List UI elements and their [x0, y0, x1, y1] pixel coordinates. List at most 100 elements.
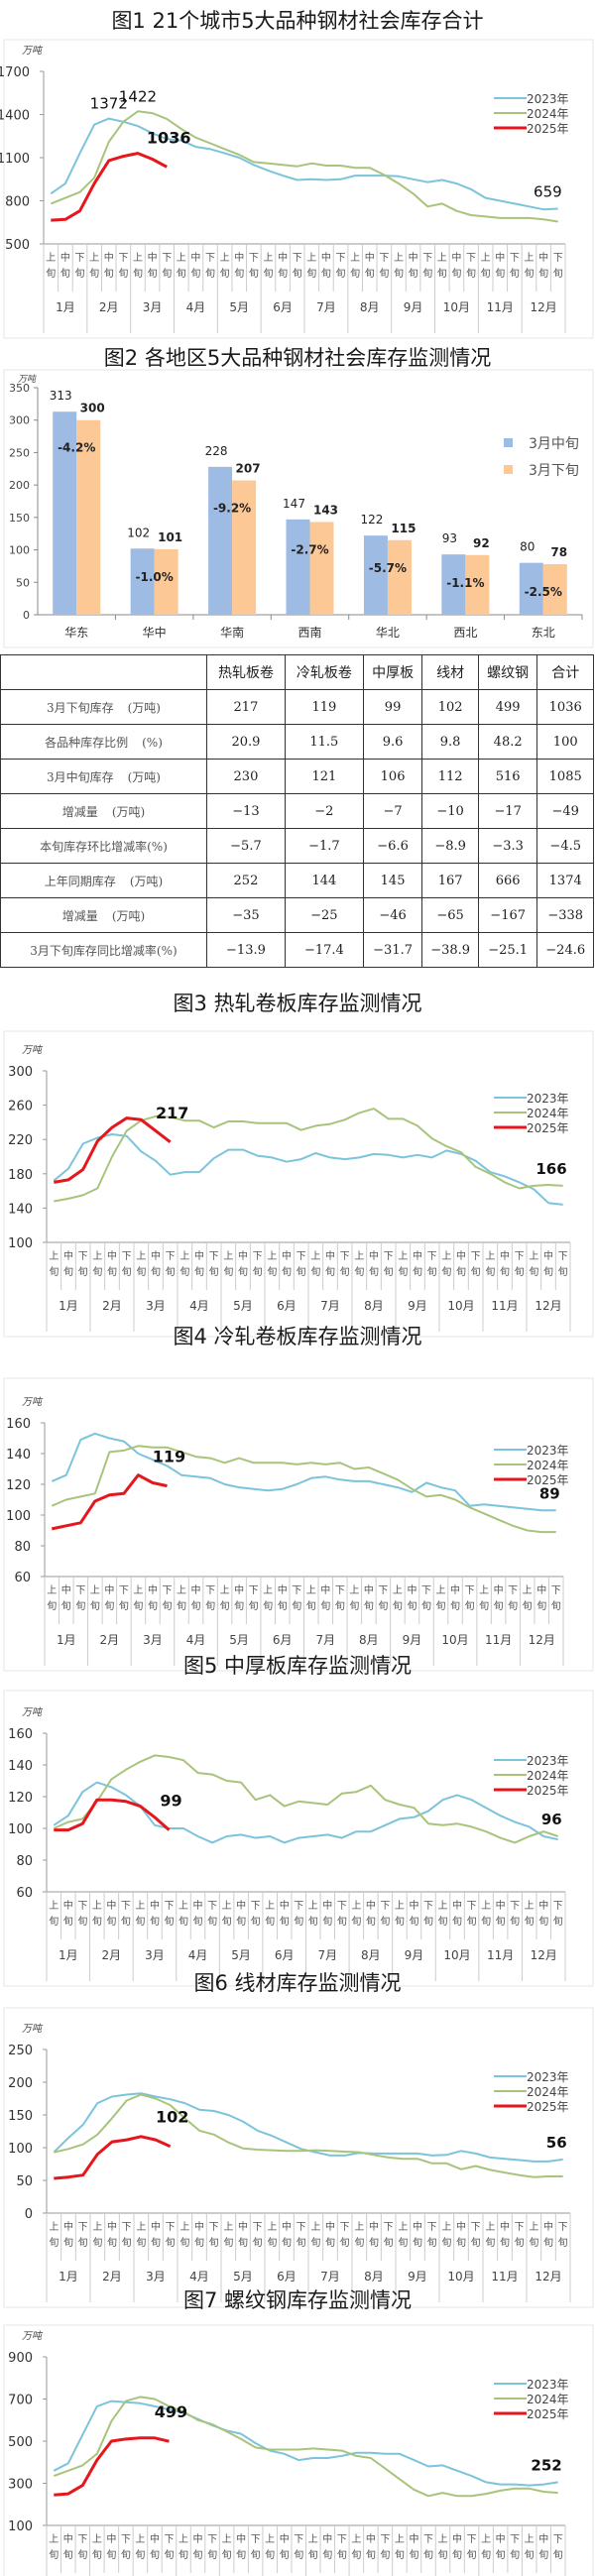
table-cell: 167 — [421, 863, 479, 898]
x-subperiod-label-top: 中 — [409, 1899, 418, 1912]
table-cell: 100 — [536, 724, 594, 760]
x-subperiod-label-bottom: 旬 — [191, 1599, 201, 1612]
x-subperiod-label-top: 中 — [409, 2532, 418, 2545]
row-unit: (万吨) — [127, 769, 161, 784]
table-row: 增减量 (万吨) −35 −25 −46 −65 −167 −338 — [0, 897, 594, 933]
x-subperiod-label-bottom: 旬 — [523, 1599, 533, 1612]
x-subperiod-label-top: 下 — [249, 1585, 259, 1596]
x-subperiod-label-top: 下 — [340, 1251, 350, 1262]
table-cell: −49 — [536, 793, 594, 829]
x-month-label: 2月 — [100, 1633, 120, 1647]
row-label-text: 增减量 — [61, 804, 98, 819]
y-tick-label: 60 — [14, 1571, 31, 1585]
x-subperiod-label-bottom: 旬 — [92, 2548, 102, 2561]
x-subperiod-label-bottom: 旬 — [122, 1265, 132, 1278]
table-cell: 1085 — [536, 759, 594, 794]
x-subperiod-label-top: 中 — [496, 2532, 506, 2545]
x-subperiod-label-bottom: 旬 — [456, 2236, 466, 2249]
change-rate-label: -2.5% — [525, 585, 562, 599]
y-tick-label: 1400 — [0, 109, 30, 124]
x-subperiod-label-bottom: 旬 — [536, 1599, 546, 1612]
x-month-label: 4月 — [189, 1299, 209, 1313]
row-unit: (万吨) — [111, 804, 146, 819]
x-subperiod-label-top: 中 — [104, 1583, 114, 1596]
x-subperiod-label-top: 中 — [543, 1249, 553, 1262]
x-subperiod-label-bottom: 旬 — [423, 2548, 433, 2561]
x-subperiod-label-bottom: 旬 — [393, 1599, 403, 1612]
table-cell: −10 — [421, 793, 479, 829]
x-month-label: 6月 — [277, 1299, 297, 1313]
x-subperiod-label-bottom: 旬 — [162, 1599, 172, 1612]
data-label: 252 — [531, 2456, 561, 2474]
chart-frame — [3, 1377, 594, 1672]
x-subperiod-label-top: 下 — [207, 2534, 217, 2545]
y-axis-unit-label: 万吨 — [22, 1396, 44, 1408]
x-subperiod-label-top: 下 — [422, 253, 432, 264]
x-subperiod-label-top: 中 — [194, 2220, 204, 2233]
chart-rebar: 万吨100300500700900上旬中旬下旬上旬中旬下旬上旬中旬下旬上旬中旬下… — [3, 2324, 594, 2576]
y-tick-label: 50 — [16, 2174, 33, 2189]
x-subperiod-label-bottom: 旬 — [234, 1599, 244, 1612]
y-tick-label: 60 — [16, 1886, 33, 1901]
x-subperiod-label-bottom: 旬 — [78, 2236, 88, 2249]
x-subperiod-label-top: 下 — [510, 1901, 520, 1912]
x-month-label: 1月 — [59, 2270, 78, 2283]
x-subperiod-label-bottom: 旬 — [407, 1599, 416, 1612]
row-label-text: 增减量 — [61, 908, 98, 923]
table-cell: −13.9 — [206, 932, 286, 968]
x-subperiod-label-top: 下 — [162, 253, 172, 264]
x-subperiod-label-bottom: 旬 — [207, 2548, 217, 2561]
x-subperiod-label-bottom: 旬 — [485, 2236, 495, 2249]
x-month-label: 2月 — [99, 300, 119, 314]
x-subperiod-label-bottom: 旬 — [427, 2236, 437, 2249]
x-subperiod-label-top: 上 — [351, 1900, 361, 1912]
x-subperiod-label-top: 下 — [340, 2222, 350, 2233]
x-subperiod-label-bottom: 旬 — [78, 1265, 88, 1278]
x-subperiod-label-top: 上 — [395, 2533, 405, 2545]
x-subperiod-label-top: 中 — [61, 1583, 71, 1596]
x-month-label: 3月 — [146, 1299, 166, 1313]
x-subperiod-label-top: 中 — [325, 2220, 335, 2233]
bar-mid-march — [441, 554, 466, 615]
x-subperiod-label-top: 上 — [179, 2221, 189, 2233]
x-subperiod-label-bottom: 旬 — [423, 1915, 433, 1928]
bar-value-label: 300 — [80, 402, 105, 415]
table-cell: 112 — [421, 759, 479, 794]
change-rate-label: -2.7% — [291, 542, 328, 556]
x-month-label: 8月 — [360, 300, 380, 314]
x-subperiod-label-bottom: 旬 — [441, 1265, 451, 1278]
x-month-label: 12月 — [535, 1299, 561, 1313]
x-subperiod-label-top: 上 — [49, 2221, 59, 2233]
x-subperiod-label-bottom: 旬 — [500, 2236, 510, 2249]
row-label: 3月下旬库存同比增减率(%) — [0, 932, 207, 968]
x-subperiod-label-top: 下 — [379, 253, 389, 264]
y-axis-unit-label: 万吨 — [22, 2330, 44, 2342]
x-subperiod-label-top: 上 — [265, 1900, 275, 1912]
y-tick-label: 0 — [23, 609, 30, 622]
x-month-label: 5月 — [229, 300, 249, 314]
x-subperiod-label-top: 上 — [351, 2533, 361, 2545]
x-subperiod-label-bottom: 旬 — [558, 1265, 568, 1278]
y-tick-label: 80 — [16, 1854, 33, 1869]
row-label-text: 本旬库存环比增减率(%) — [40, 839, 168, 854]
chart-frame — [3, 2007, 594, 2308]
x-subperiod-label-bottom: 旬 — [63, 2548, 73, 2561]
table-row: 3月下旬库存同比增减率(%) −13.9 −17.4 −31.7 −38.9 −25.1−… — [0, 932, 594, 968]
table-cell: −7 — [362, 793, 423, 829]
x-subperiod-label-top: 上 — [438, 1900, 448, 1912]
x-subperiod-label-top: 中 — [496, 1899, 506, 1912]
bar-late-march — [154, 548, 178, 615]
x-subperiod-label-top: 上 — [136, 1250, 146, 1262]
x-month-label: 7月 — [317, 1948, 337, 1962]
series-line-2024 — [54, 1108, 563, 1203]
x-subperiod-label-bottom: 旬 — [49, 2236, 59, 2249]
x-subperiod-label-bottom: 旬 — [354, 2236, 364, 2249]
x-subperiod-label-top: 上 — [135, 1900, 145, 1912]
x-subperiod-label-bottom: 旬 — [354, 1265, 364, 1278]
x-subperiod-label-top: 上 — [436, 1584, 446, 1596]
x-subperiod-label-bottom: 旬 — [395, 1915, 405, 1928]
table-cell: −46 — [362, 897, 423, 933]
bar-value-label: 122 — [360, 513, 383, 527]
x-month-label: 12月 — [529, 1633, 555, 1647]
table-cell: −31.7 — [362, 932, 423, 968]
